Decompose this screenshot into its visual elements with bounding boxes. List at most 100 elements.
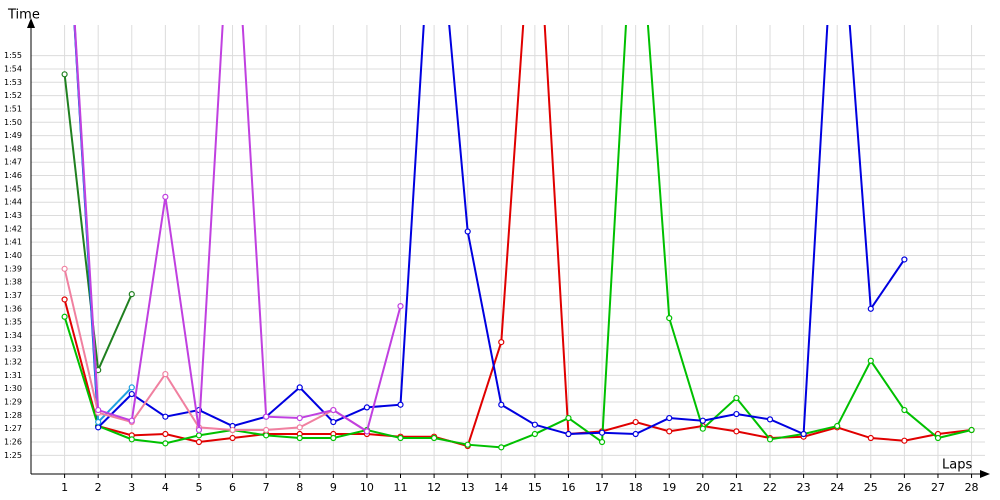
point: [464, 228, 471, 235]
point: [162, 413, 169, 420]
point: [296, 414, 303, 422]
y-tick-label: 1:49: [4, 131, 22, 140]
y-tick-label: 1:28: [4, 411, 22, 420]
series-line: [73, 25, 906, 436]
point: [162, 440, 169, 447]
x-tick-label: 2: [95, 481, 102, 494]
point: [498, 444, 505, 451]
x-tick-label: 18: [629, 481, 643, 494]
y-tick-label: 1:52: [4, 91, 22, 100]
x-tick-label: 4: [162, 481, 169, 494]
x-tick-label: 6: [229, 481, 236, 494]
y-tick-label: 1:38: [4, 278, 22, 287]
point: [363, 428, 371, 435]
x-axis-arrow: [980, 470, 990, 478]
point: [128, 436, 135, 443]
series-line: [63, 25, 972, 449]
x-tick-label: 22: [763, 481, 777, 494]
series-line: [73, 25, 402, 433]
x-tick-label: 3: [128, 481, 135, 494]
point: [128, 384, 135, 391]
y-tick-label: 1:45: [4, 184, 22, 193]
x-tick-label: 8: [296, 481, 303, 494]
x-tick-label: 28: [965, 481, 979, 494]
point: [766, 436, 774, 443]
x-tick-label: 5: [195, 481, 202, 494]
point: [95, 418, 102, 426]
x-tick-label: 23: [797, 481, 811, 494]
x-tick-label: 24: [830, 481, 844, 494]
point: [397, 401, 404, 408]
point: [531, 430, 538, 438]
point: [162, 193, 169, 200]
x-tick-label: 25: [864, 481, 878, 494]
point: [363, 404, 371, 411]
point: [934, 434, 942, 442]
x-axis-label: Laps: [942, 458, 972, 473]
point: [598, 429, 606, 436]
point: [263, 426, 270, 434]
point: [733, 410, 740, 418]
x-tick-label: 11: [394, 481, 408, 494]
series-line: [63, 25, 972, 448]
point: [766, 416, 774, 423]
y-tick-label: 1:43: [4, 211, 22, 220]
y-tick-label: 1:25: [4, 451, 22, 460]
point: [397, 303, 404, 310]
y-tick-label: 1:47: [4, 158, 22, 167]
y-tick-label: 1:27: [4, 424, 22, 433]
x-tick-label: 7: [263, 481, 270, 494]
point: [733, 428, 740, 435]
y-tick-label: 1:48: [4, 144, 22, 153]
point: [195, 432, 203, 439]
y-tick-label: 1:26: [4, 438, 22, 447]
y-tick-label: 1:40: [4, 251, 22, 260]
point: [901, 406, 908, 414]
x-tick-label: 14: [494, 481, 508, 494]
grid: [31, 25, 985, 474]
x-tick-label: 17: [595, 481, 609, 494]
series-line: [63, 268, 368, 433]
point: [867, 305, 874, 312]
point: [632, 430, 639, 438]
plot-area: [61, 25, 975, 451]
y-tick-label: 1:42: [4, 224, 22, 233]
y-tick-label: 1:29: [4, 398, 22, 407]
x-tick-label: 1: [61, 481, 68, 494]
x-tick-label: 21: [729, 481, 743, 494]
x-tick-label: 20: [696, 481, 710, 494]
point: [498, 401, 505, 408]
y-tick-label: 1:37: [4, 291, 22, 300]
point: [531, 421, 538, 428]
y-tick-label: 1:35: [4, 318, 22, 327]
point: [666, 315, 673, 322]
point: [867, 357, 874, 364]
point: [666, 414, 673, 422]
point: [296, 384, 303, 391]
point: [901, 256, 908, 263]
point: [666, 428, 673, 435]
point: [565, 430, 572, 438]
point: [229, 426, 236, 434]
point: [430, 434, 438, 442]
y-tick-label: 1:39: [4, 264, 22, 273]
point: [61, 313, 68, 320]
y-tick-label: 1:41: [4, 238, 22, 247]
point: [968, 426, 975, 434]
x-tick-label: 26: [897, 481, 911, 494]
y-tick-label: 1:53: [4, 78, 22, 87]
y-tick-label: 1:54: [4, 64, 22, 73]
point: [296, 424, 303, 431]
y-axis-arrow: [27, 18, 35, 28]
point: [296, 434, 303, 442]
point: [61, 296, 68, 303]
point: [800, 430, 807, 438]
point: [901, 437, 908, 444]
point: [397, 434, 404, 442]
x-tick-label: 12: [427, 481, 441, 494]
point: [95, 406, 102, 414]
point: [867, 434, 874, 442]
point: [195, 438, 203, 446]
